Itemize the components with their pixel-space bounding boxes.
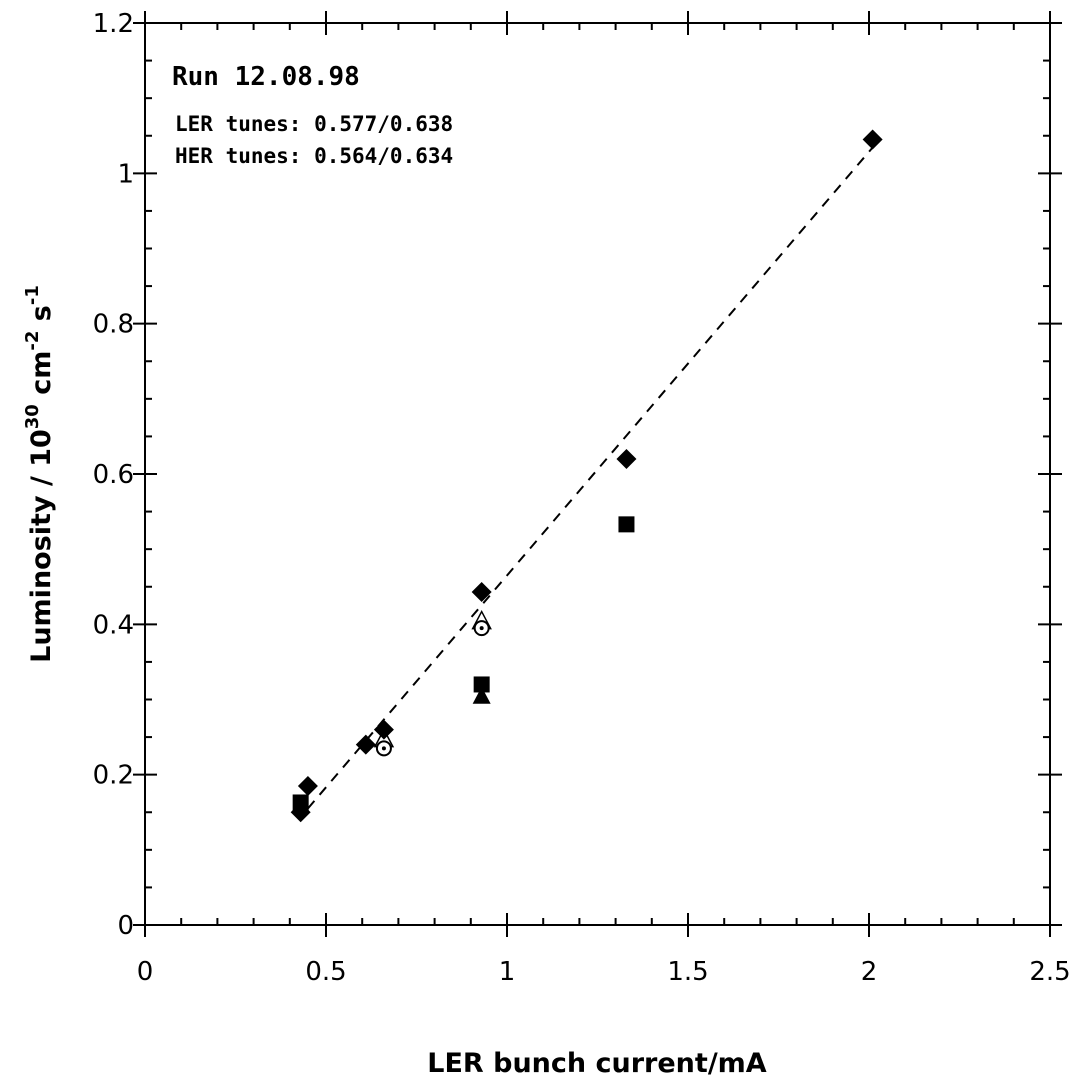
y-axis-title-exp1: 30 xyxy=(22,404,43,429)
y-axis-title: Luminosity / 1030 cm-2 s-1 xyxy=(22,285,57,663)
y-tick-label: 0.6 xyxy=(93,460,134,490)
y-tick-label: 0.8 xyxy=(93,310,134,340)
data-point-diamond xyxy=(862,129,883,150)
her-tunes-label: HER tunes: 0.564/0.634 xyxy=(175,144,453,168)
y-axis-title-base: Luminosity / 10 xyxy=(26,429,57,663)
y-tick-label: 1 xyxy=(117,159,134,189)
x-tick-label: 0.5 xyxy=(305,957,346,987)
data-point-square xyxy=(292,794,309,811)
x-tick-label: 2 xyxy=(861,957,878,987)
data-point-diamond xyxy=(355,734,376,755)
y-axis-title-exp2: -2 xyxy=(22,331,43,351)
plot-frame xyxy=(144,22,1051,926)
data-points xyxy=(290,129,883,823)
y-tick-label: 1.2 xyxy=(93,9,134,39)
data-point-open-circle-dot xyxy=(375,740,392,757)
y-tick-label: 0 xyxy=(117,911,134,941)
fit-line xyxy=(307,142,878,810)
data-point-square xyxy=(473,676,490,693)
ler-tunes-label: LER tunes: 0.577/0.638 xyxy=(175,112,453,136)
y-axis-title-mid1: cm xyxy=(26,351,57,405)
x-tick-label: 0 xyxy=(137,957,154,987)
y-axis-title-exp3: -1 xyxy=(22,285,43,305)
y-tick-labels: 0 0.2 0.4 0.6 0.8 1 1.2 xyxy=(93,9,134,941)
x-tick-label: 1 xyxy=(499,957,516,987)
data-point-open-circle-dot xyxy=(473,620,490,637)
data-point-diamond xyxy=(297,775,318,796)
x-axis-title: LER bunch current/mA xyxy=(427,1048,767,1079)
y-tick-label: 0.2 xyxy=(93,761,134,791)
data-point-diamond xyxy=(471,582,492,603)
run-label: Run 12.08.98 xyxy=(172,62,360,92)
x-tick-label: 1.5 xyxy=(667,957,708,987)
x-tick-label: 2.5 xyxy=(1029,957,1070,987)
y-axis-title-mid2: s xyxy=(26,305,57,330)
tick-marks xyxy=(133,11,1062,937)
data-point-square xyxy=(618,516,635,533)
data-point-diamond xyxy=(616,448,637,469)
y-tick-label: 0.4 xyxy=(93,610,134,640)
data-point-triangle xyxy=(472,686,491,704)
x-tick-labels: 0 0.5 1 1.5 2 2.5 xyxy=(137,957,1071,987)
